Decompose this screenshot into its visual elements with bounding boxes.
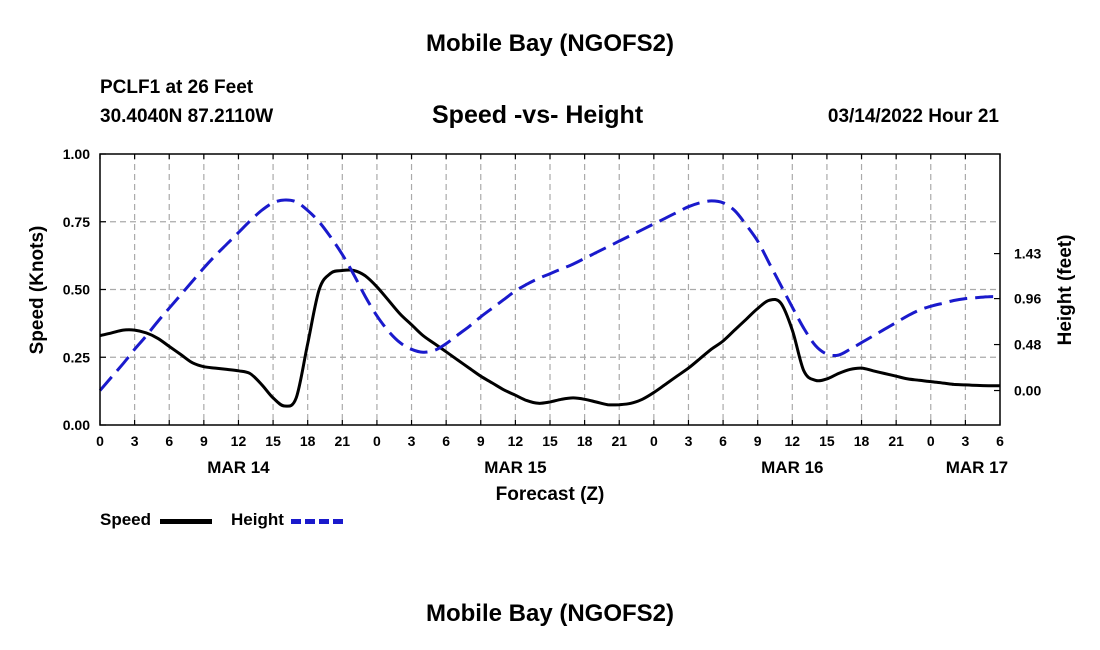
x-tick-label: 3 [408, 433, 416, 449]
x-day-label: MAR 17 [946, 458, 1008, 477]
x-tick-label: 0 [650, 433, 658, 449]
y-axis-right-title: Height (feet) [1055, 235, 1076, 346]
y-left-tick-label: 0.50 [63, 282, 90, 298]
x-tick-label: 9 [477, 433, 485, 449]
forecast-datetime: 03/14/2022 Hour 21 [827, 106, 999, 127]
x-tick-label: 21 [888, 433, 904, 449]
x-axis-title: Forecast (Z) [496, 484, 605, 505]
legend-height-label: Height [231, 510, 284, 529]
x-tick-label: 12 [231, 433, 247, 449]
x-tick-label: 6 [719, 433, 727, 449]
y-left-tick-label: 0.25 [63, 349, 90, 365]
x-tick-label: 21 [335, 433, 351, 449]
x-tick-label: 6 [996, 433, 1004, 449]
series-line-height [98, 198, 1001, 392]
station-label: PCLF1 at 26 Feet [100, 77, 254, 98]
x-tick-label: 3 [131, 433, 139, 449]
x-tick-label: 15 [819, 433, 835, 449]
x-tick-label: 6 [442, 433, 450, 449]
x-tick-label: 9 [754, 433, 762, 449]
legend-speed-label: Speed [100, 510, 152, 529]
chart-subtitle: Speed -vs- Height [432, 101, 644, 129]
x-tick-label: 0 [96, 433, 104, 449]
chart-title-bottom: Mobile Bay (NGOFS2) [425, 600, 675, 627]
y-left-tick-label: 1.00 [63, 146, 90, 162]
x-tick-label: 6 [165, 433, 173, 449]
x-tick-label: 9 [200, 433, 208, 449]
series-lines [98, 198, 1001, 408]
x-tick-label: 3 [685, 433, 693, 449]
y-right-tick-label: 0.96 [1014, 291, 1041, 307]
y-right-tick-label: 0.48 [1014, 337, 1041, 353]
x-tick-label: 0 [373, 433, 381, 449]
x-day-label: MAR 16 [761, 458, 823, 477]
x-tick-label: 21 [611, 433, 627, 449]
x-tick-label: 18 [854, 433, 870, 449]
x-tick-label: 0 [927, 433, 935, 449]
axis-ticks: 0 3 6 9 12 15 18 21 0 3 6 9 12 15 18 21 0 3 6 9 12 15 18 21 0 3 6 M… [63, 146, 1042, 477]
legend-height-swatch [291, 519, 343, 524]
y-axis-left-title: Speed (Knots) [27, 226, 48, 355]
x-tick-label: 12 [508, 433, 524, 449]
series-line-speed [99, 268, 1001, 408]
y-left-tick-label: 0.75 [63, 214, 90, 230]
y-right-tick-label: 0.00 [1014, 383, 1041, 399]
grid-lines [100, 154, 1000, 425]
x-tick-label: 18 [300, 433, 316, 449]
x-tick-label: 3 [961, 433, 969, 449]
chart-title-top: Mobile Bay (NGOFS2) [425, 30, 675, 57]
legend-speed-swatch [160, 519, 212, 524]
x-tick-label: 15 [265, 433, 281, 449]
y-left-tick-label: 0.00 [63, 417, 90, 433]
x-tick-label: 12 [785, 433, 801, 449]
x-day-label: MAR 15 [484, 458, 546, 477]
x-tick-label: 15 [542, 433, 558, 449]
x-tick-label: 18 [577, 433, 593, 449]
x-day-label: MAR 14 [207, 458, 270, 477]
coordinates-label: 30.4040N 87.2110W [100, 106, 274, 127]
y-right-tick-label: 1.43 [1014, 246, 1041, 262]
